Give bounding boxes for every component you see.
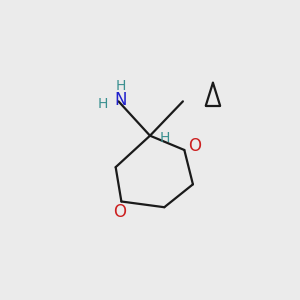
Text: H: H [116,80,126,94]
Text: O: O [188,137,201,155]
Text: O: O [113,203,127,221]
Text: N: N [115,91,127,109]
Text: H: H [160,131,170,145]
Text: H: H [98,97,108,111]
